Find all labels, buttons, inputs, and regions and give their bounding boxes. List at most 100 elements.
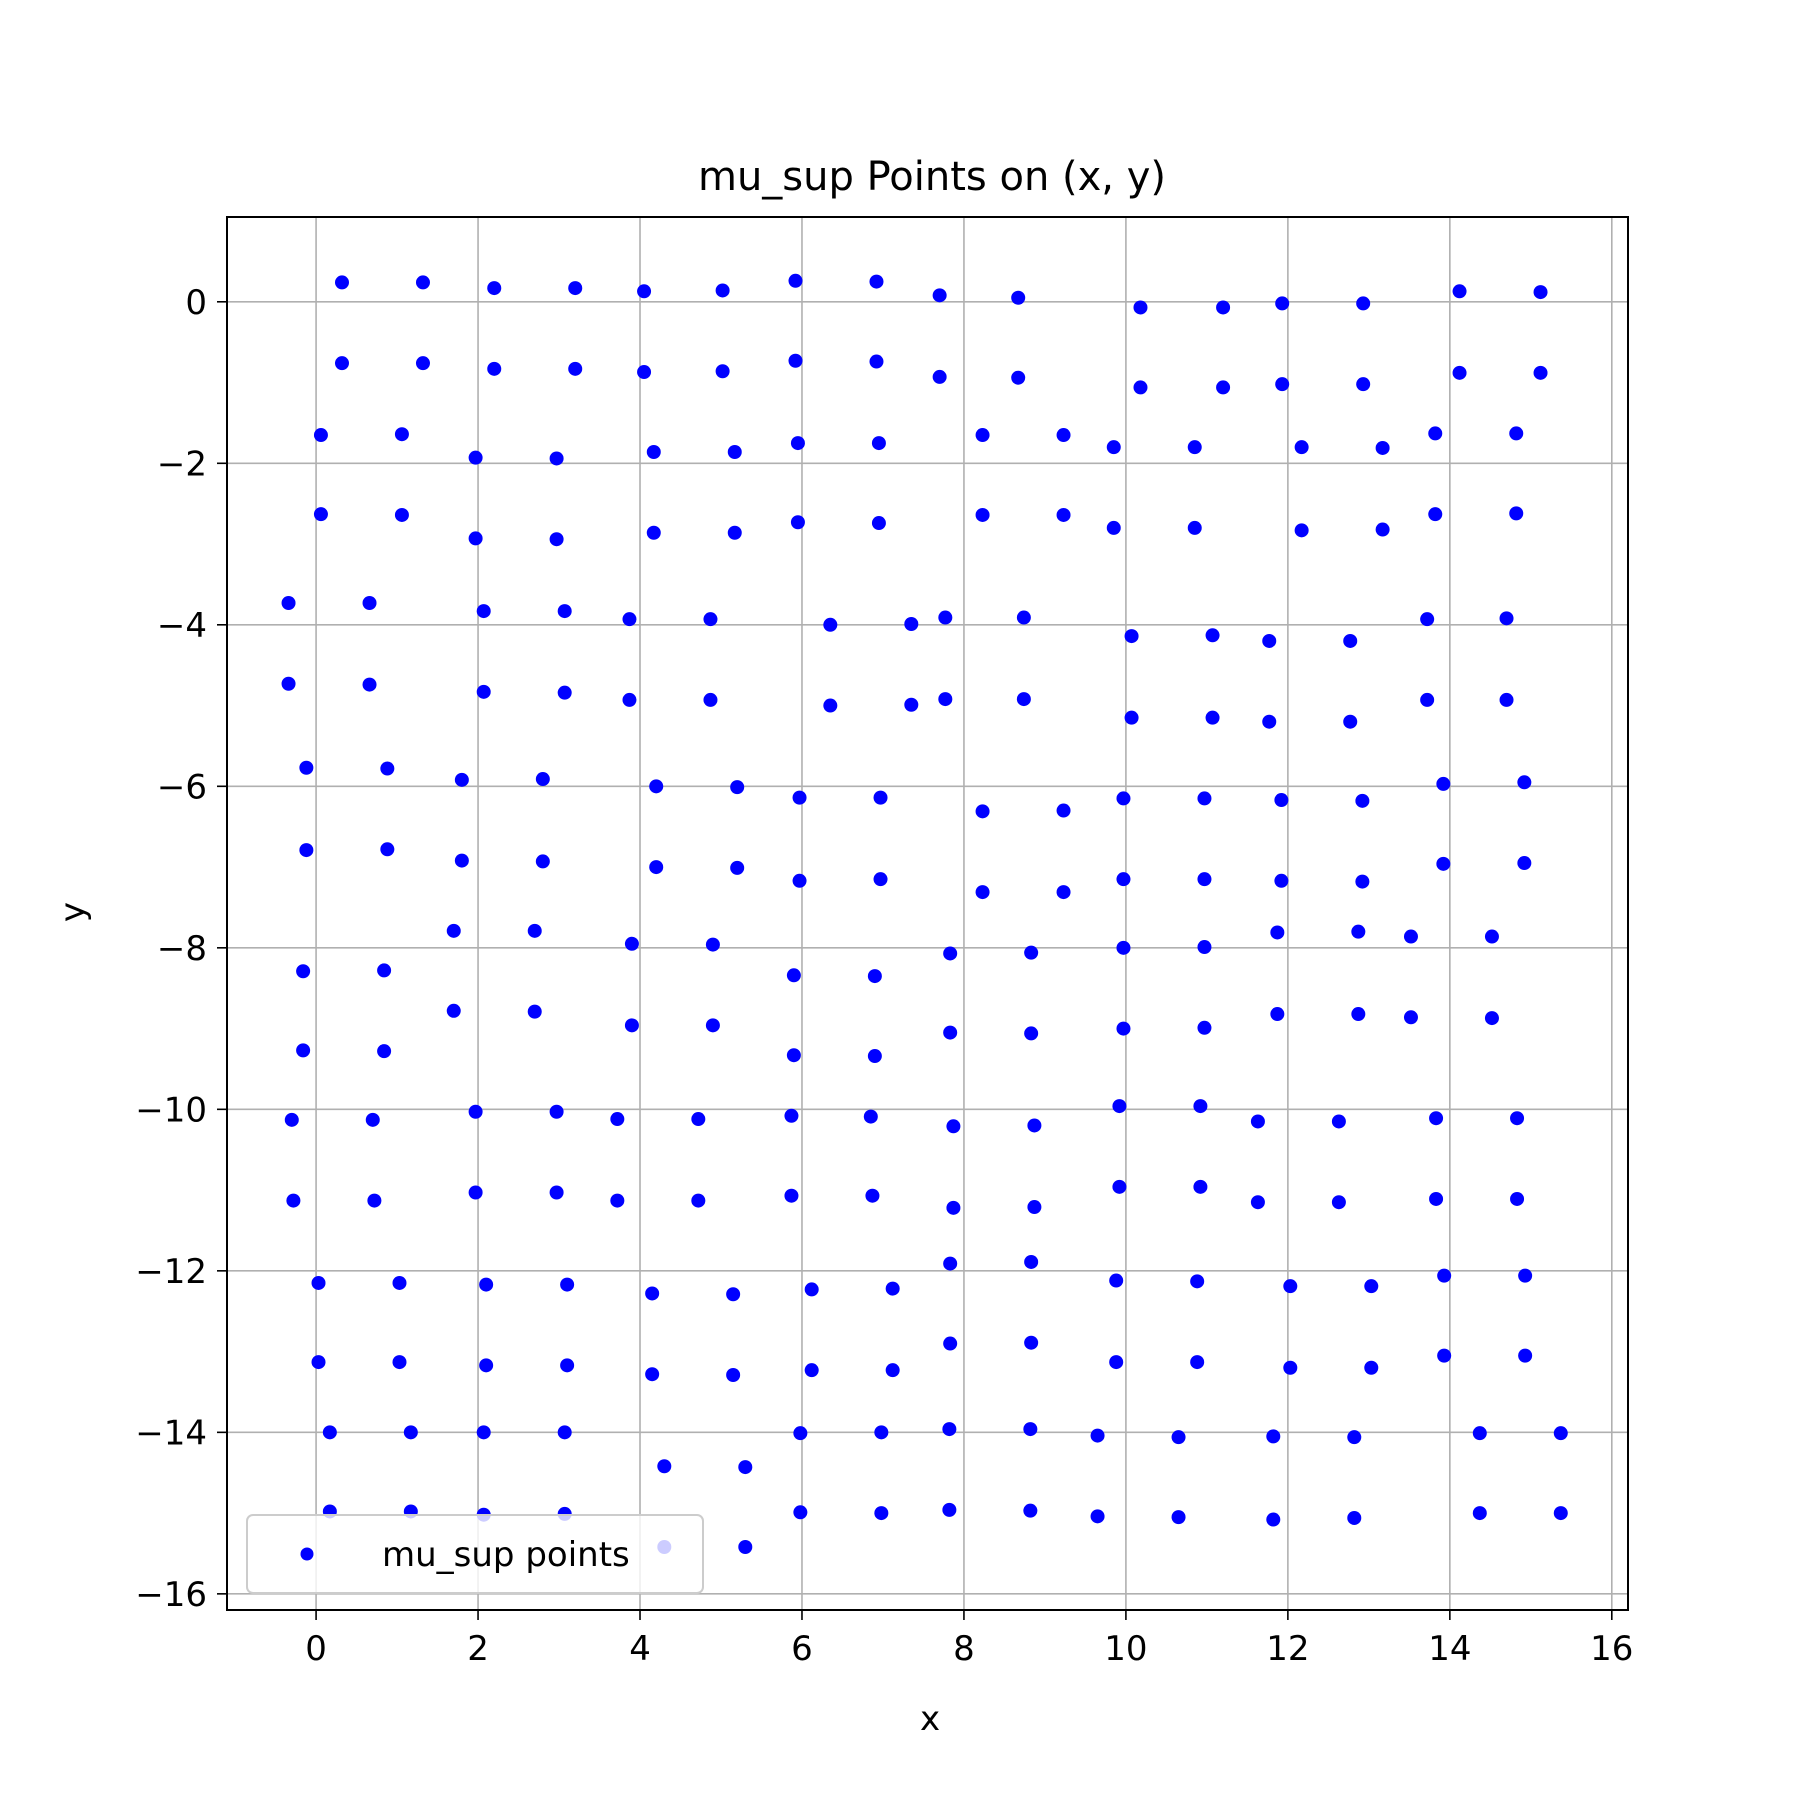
scatter-point [1016, 610, 1031, 625]
scatter-point [281, 596, 296, 611]
scatter-point [479, 1277, 494, 1292]
scatter-point [1436, 776, 1451, 791]
scatter-point [1190, 1274, 1205, 1289]
y-tick-label: 0 [185, 283, 207, 323]
scatter-point [1024, 1335, 1039, 1350]
scatter-point [557, 1425, 572, 1440]
x-tick-label: 6 [791, 1629, 813, 1669]
scatter-point [624, 1018, 639, 1033]
scatter-point [380, 842, 395, 857]
scatter-point [942, 1422, 957, 1437]
scatter-point [1024, 1026, 1039, 1041]
scatter-point [377, 1044, 392, 1059]
scatter-point [1187, 520, 1202, 535]
scatter-point [1027, 1200, 1042, 1215]
scatter-point [1193, 1179, 1208, 1194]
x-tick-label: 12 [1266, 1629, 1309, 1669]
scatter-point [1275, 377, 1290, 392]
scatter-point [549, 1185, 564, 1200]
scatter-point [1351, 924, 1366, 939]
scatter-point [804, 1282, 819, 1297]
scatter-point [1484, 929, 1499, 944]
y-tick-label: −8 [157, 929, 207, 969]
scatter-point [1027, 1118, 1042, 1133]
scatter-point [527, 1004, 542, 1019]
scatter-point [1109, 1273, 1124, 1288]
scatter-point [311, 1355, 326, 1370]
scatter-point [549, 1104, 564, 1119]
scatter-point [715, 364, 730, 379]
scatter-point [691, 1112, 706, 1127]
scatter-point [535, 772, 550, 787]
scatter-point [1509, 426, 1524, 441]
scatter-point [476, 684, 491, 699]
scatter-point [942, 1502, 957, 1517]
scatter-point [649, 779, 664, 794]
legend-box [246, 1514, 704, 1594]
x-tick-label: 8 [953, 1629, 975, 1669]
scatter-point [885, 1363, 900, 1378]
scatter-point [468, 531, 483, 546]
y-tick-label: −6 [157, 767, 207, 807]
scatter-point [454, 853, 469, 868]
chart-title: mu_sup Points on (x, y) [698, 154, 1166, 200]
scatter-point [1356, 296, 1371, 311]
scatter-point [1375, 440, 1390, 455]
scatter-point [865, 1188, 880, 1203]
legend-label: mu_sup points [382, 1535, 630, 1575]
scatter-point [1216, 380, 1231, 395]
scatter-point [738, 1460, 753, 1475]
scatter-point [946, 1200, 961, 1215]
scatter-point [1429, 1111, 1444, 1126]
x-axis-label: x [920, 1699, 940, 1739]
scatter-point [1171, 1510, 1186, 1525]
scatter-point [932, 288, 947, 303]
y-tick-label: −14 [135, 1413, 207, 1453]
scatter-point [943, 1256, 958, 1271]
scatter-point [1171, 1430, 1186, 1445]
scatter-point [1056, 428, 1071, 443]
scatter-point [549, 532, 564, 547]
scatter-point [286, 1193, 301, 1208]
scatter-point [299, 760, 314, 775]
scatter-point [1452, 365, 1467, 380]
scatter-point [568, 281, 583, 296]
scatter-point [1270, 1007, 1285, 1022]
scatter-point [1133, 380, 1148, 395]
scatter-point [476, 604, 491, 619]
scatter-point [313, 507, 328, 522]
legend-marker [300, 1547, 314, 1561]
grid-lines [227, 217, 1628, 1610]
scatter-point [296, 964, 311, 979]
scatter-point [624, 936, 639, 951]
scatter-point [568, 361, 583, 376]
scatter-point [946, 1119, 961, 1134]
scatter-point [727, 444, 742, 459]
scatter-point [1112, 1179, 1127, 1194]
scatter-point [1023, 1503, 1038, 1518]
scatter-point [392, 1355, 407, 1370]
scatter-point [869, 354, 884, 369]
scatter-point [1509, 506, 1524, 521]
scatter-point [1197, 1020, 1212, 1035]
scatter-point [1356, 377, 1371, 392]
scatter-point [649, 860, 664, 875]
scatter-point [377, 963, 392, 978]
data-points [281, 273, 1568, 1555]
scatter-point [943, 1336, 958, 1351]
scatter-point [874, 1506, 889, 1521]
scatter-point [1331, 1114, 1346, 1129]
scatter-point [1499, 611, 1514, 626]
scatter-point [646, 525, 661, 540]
scatter-point [1116, 791, 1131, 806]
scatter-point [792, 873, 807, 888]
scatter-point [610, 1112, 625, 1127]
scatter-point [1355, 793, 1370, 808]
x-tick-label: 2 [467, 1629, 489, 1669]
scatter-point [871, 516, 886, 531]
scatter-point [1428, 426, 1443, 441]
scatter-point [645, 1286, 660, 1301]
scatter-point [863, 1109, 878, 1124]
scatter-point [1375, 522, 1390, 537]
scatter-point [705, 937, 720, 952]
